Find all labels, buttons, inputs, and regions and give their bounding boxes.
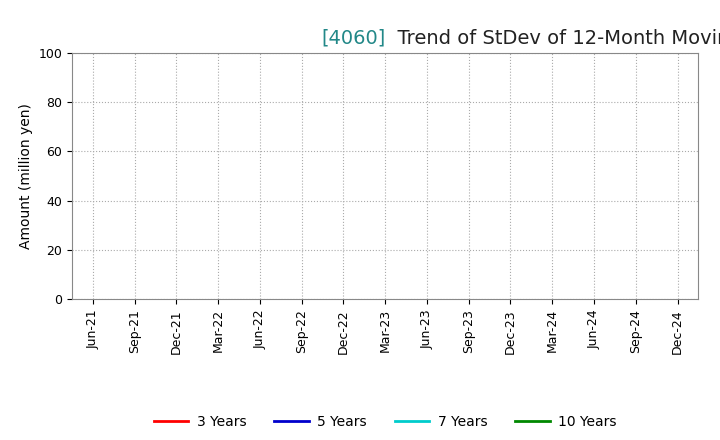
Legend: 3 Years, 5 Years, 7 Years, 10 Years: 3 Years, 5 Years, 7 Years, 10 Years	[148, 410, 622, 435]
Text: Trend of StDev of 12-Month Moving Sum of Operating CF: Trend of StDev of 12-Month Moving Sum of…	[385, 29, 720, 48]
Y-axis label: Amount (million yen): Amount (million yen)	[19, 103, 33, 249]
Text: [4060]: [4060]	[321, 29, 385, 48]
